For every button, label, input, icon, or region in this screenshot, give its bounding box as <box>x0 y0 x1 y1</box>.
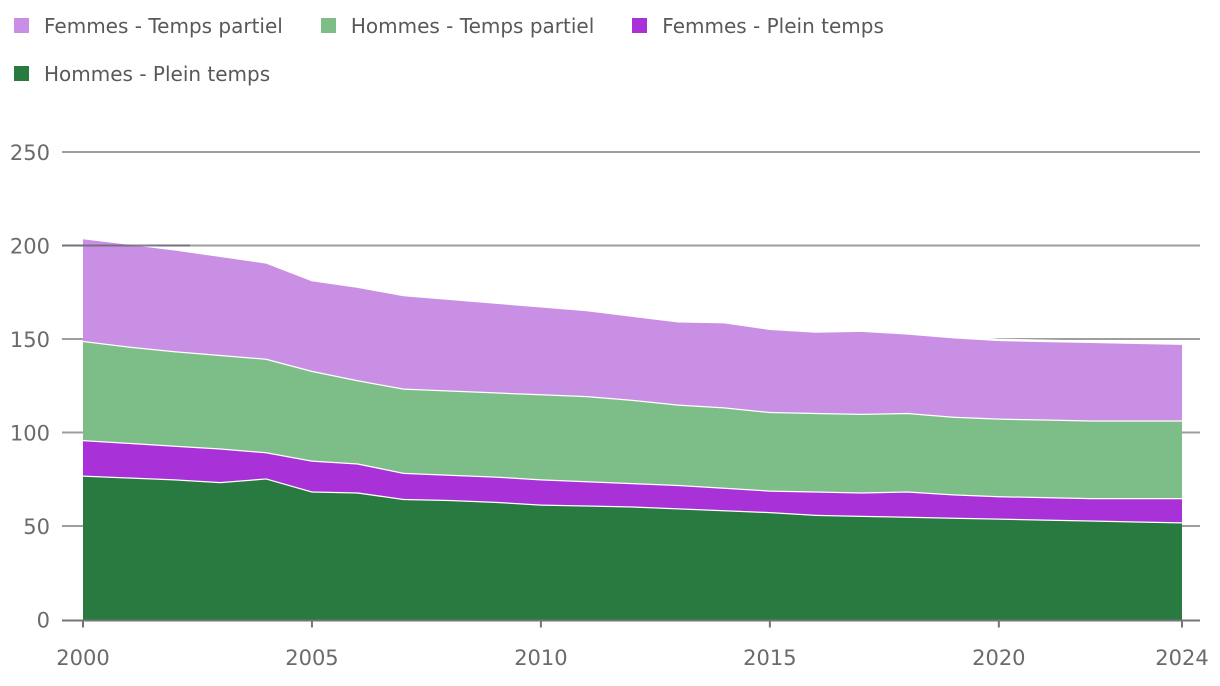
x-axis-label: 2015 <box>743 646 796 670</box>
legend-label: Femmes - Plein temps <box>662 13 884 38</box>
y-axis-label: 0 <box>37 609 50 633</box>
area-series-3 <box>83 238 1182 421</box>
x-axis-label: 2000 <box>56 646 109 670</box>
y-axis-label: 250 <box>10 141 50 165</box>
legend-swatch-femmes-plein-temps-icon <box>632 18 648 33</box>
legend-label: Hommes - Temps partiel <box>350 13 595 38</box>
y-axis-label: 50 <box>23 515 50 539</box>
x-axis-label: 2020 <box>972 646 1025 670</box>
area-series-1 <box>83 439 1182 523</box>
legend-swatch-hommes-plein-temps-icon <box>14 66 29 81</box>
band-separator <box>82 236 1183 345</box>
area-series-0 <box>83 475 1182 620</box>
y-axis-label: 100 <box>10 422 50 446</box>
x-axis-label: 2024 <box>1155 646 1208 670</box>
legend-item-hommes-temps-partiel[interactable]: Hommes - Temps partiel <box>320 12 595 39</box>
y-axis-label: 150 <box>10 328 50 352</box>
legend-item-femmes-temps-partiel[interactable]: Femmes - Temps partiel <box>14 12 283 39</box>
legend-swatch-hommes-temps-partiel-icon <box>320 18 336 33</box>
legend-label: Femmes - Temps partiel <box>44 13 283 38</box>
x-axis-label: 2010 <box>514 646 567 670</box>
legend-item-femmes-plein-temps[interactable]: Femmes - Plein temps <box>632 12 884 39</box>
legend-item-hommes-plein-temps[interactable]: Hommes - Plein temps <box>14 60 270 87</box>
x-axis-label: 2005 <box>285 646 338 670</box>
y-axis-label: 200 <box>10 235 50 259</box>
chart-legend: Femmes - Temps partiel Hommes - Temps pa… <box>14 12 994 87</box>
legend-swatch-femmes-temps-partiel-icon <box>14 18 29 33</box>
legend-label: Hommes - Plein temps <box>44 61 271 86</box>
